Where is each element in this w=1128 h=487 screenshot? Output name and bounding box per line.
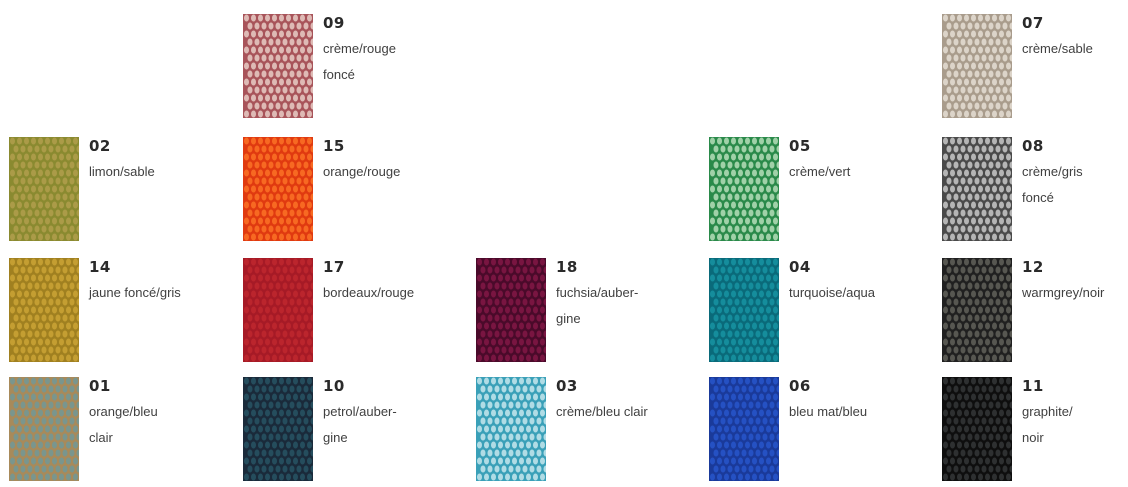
swatch-card-10: 10 petrol/auber- gine (243, 377, 473, 487)
swatch-code: 06 (789, 377, 811, 395)
swatch-name: crème/gris foncé (1022, 164, 1083, 205)
swatch-card-18: 18 fuchsia/auber- gine (476, 258, 706, 368)
swatch-name: graphite/ noir (1022, 404, 1073, 445)
fabric-swatch-09 (243, 14, 313, 118)
swatch-name: warmgrey/noir (1022, 285, 1105, 300)
fabric-swatch-17 (243, 258, 313, 362)
fabric-swatch-07 (942, 14, 1012, 118)
swatch-card-11: 11 graphite/ noir (942, 377, 1128, 487)
fabric-swatch-11 (942, 377, 1012, 481)
swatch-code: 17 (323, 258, 345, 276)
swatch-code: 10 (323, 377, 345, 395)
fabric-swatch-02 (9, 137, 79, 241)
fabric-swatch-06 (709, 377, 779, 481)
swatch-card-05: 05 crème/vert (709, 137, 939, 247)
swatch-code: 01 (89, 377, 111, 395)
fabric-swatch-15 (243, 137, 313, 241)
swatch-name: crème/bleu clair (556, 404, 648, 419)
swatch-card-01: 01 orange/bleu clair (9, 377, 239, 487)
swatch-card-15: 15 orange/rouge (243, 137, 473, 247)
fabric-swatch-10 (243, 377, 313, 481)
swatch-name: crème/sable (1022, 41, 1093, 56)
swatch-name: turquoise/aqua (789, 285, 876, 300)
swatch-card-14: 14 jaune foncé/gris (9, 258, 239, 368)
swatch-card-06: 06 bleu mat/bleu (709, 377, 939, 487)
swatch-card-03: 03 crème/bleu clair (476, 377, 706, 487)
swatch-name: bleu mat/bleu (789, 404, 868, 419)
swatch-card-17: 17 bordeaux/rouge (243, 258, 473, 368)
swatch-code: 05 (789, 137, 811, 155)
fabric-swatch-01 (9, 377, 79, 481)
swatch-card-04: 04 turquoise/aqua (709, 258, 939, 368)
swatch-name: orange/bleu clair (89, 404, 158, 445)
swatch-code: 12 (1022, 258, 1044, 276)
fabric-swatch-03 (476, 377, 546, 481)
swatch-card-09: 09 crème/rouge foncé (243, 14, 473, 124)
swatch-code: 02 (89, 137, 111, 155)
swatch-code: 08 (1022, 137, 1044, 155)
swatch-name: bordeaux/rouge (323, 285, 415, 300)
swatch-name: jaune foncé/gris (89, 285, 181, 300)
swatch-code: 07 (1022, 14, 1044, 32)
swatch-code: 09 (323, 14, 345, 32)
swatch-name: crème/vert (789, 164, 851, 179)
fabric-swatch-14 (9, 258, 79, 362)
fabric-swatch-18 (476, 258, 546, 362)
swatch-code: 14 (89, 258, 111, 276)
swatch-code: 11 (1022, 377, 1044, 395)
swatch-card-07: 07 crème/sable (942, 14, 1128, 124)
fabric-swatch-12 (942, 258, 1012, 362)
swatch-card-12: 12 warmgrey/noir (942, 258, 1128, 368)
swatch-name: fuchsia/auber- gine (556, 285, 639, 326)
swatch-name: limon/sable (89, 164, 155, 179)
swatch-name: orange/rouge (323, 164, 401, 179)
fabric-swatch-04 (709, 258, 779, 362)
swatch-card-08: 08 crème/gris foncé (942, 137, 1128, 247)
swatch-code: 04 (789, 258, 811, 276)
swatch-code: 03 (556, 377, 578, 395)
swatch-name: petrol/auber- gine (323, 404, 397, 445)
swatch-name: crème/rouge foncé (323, 41, 396, 82)
fabric-swatch-08 (942, 137, 1012, 241)
swatch-card-02: 02 limon/sable (9, 137, 239, 247)
fabric-swatch-05 (709, 137, 779, 241)
swatch-code: 15 (323, 137, 345, 155)
swatch-code: 18 (556, 258, 578, 276)
